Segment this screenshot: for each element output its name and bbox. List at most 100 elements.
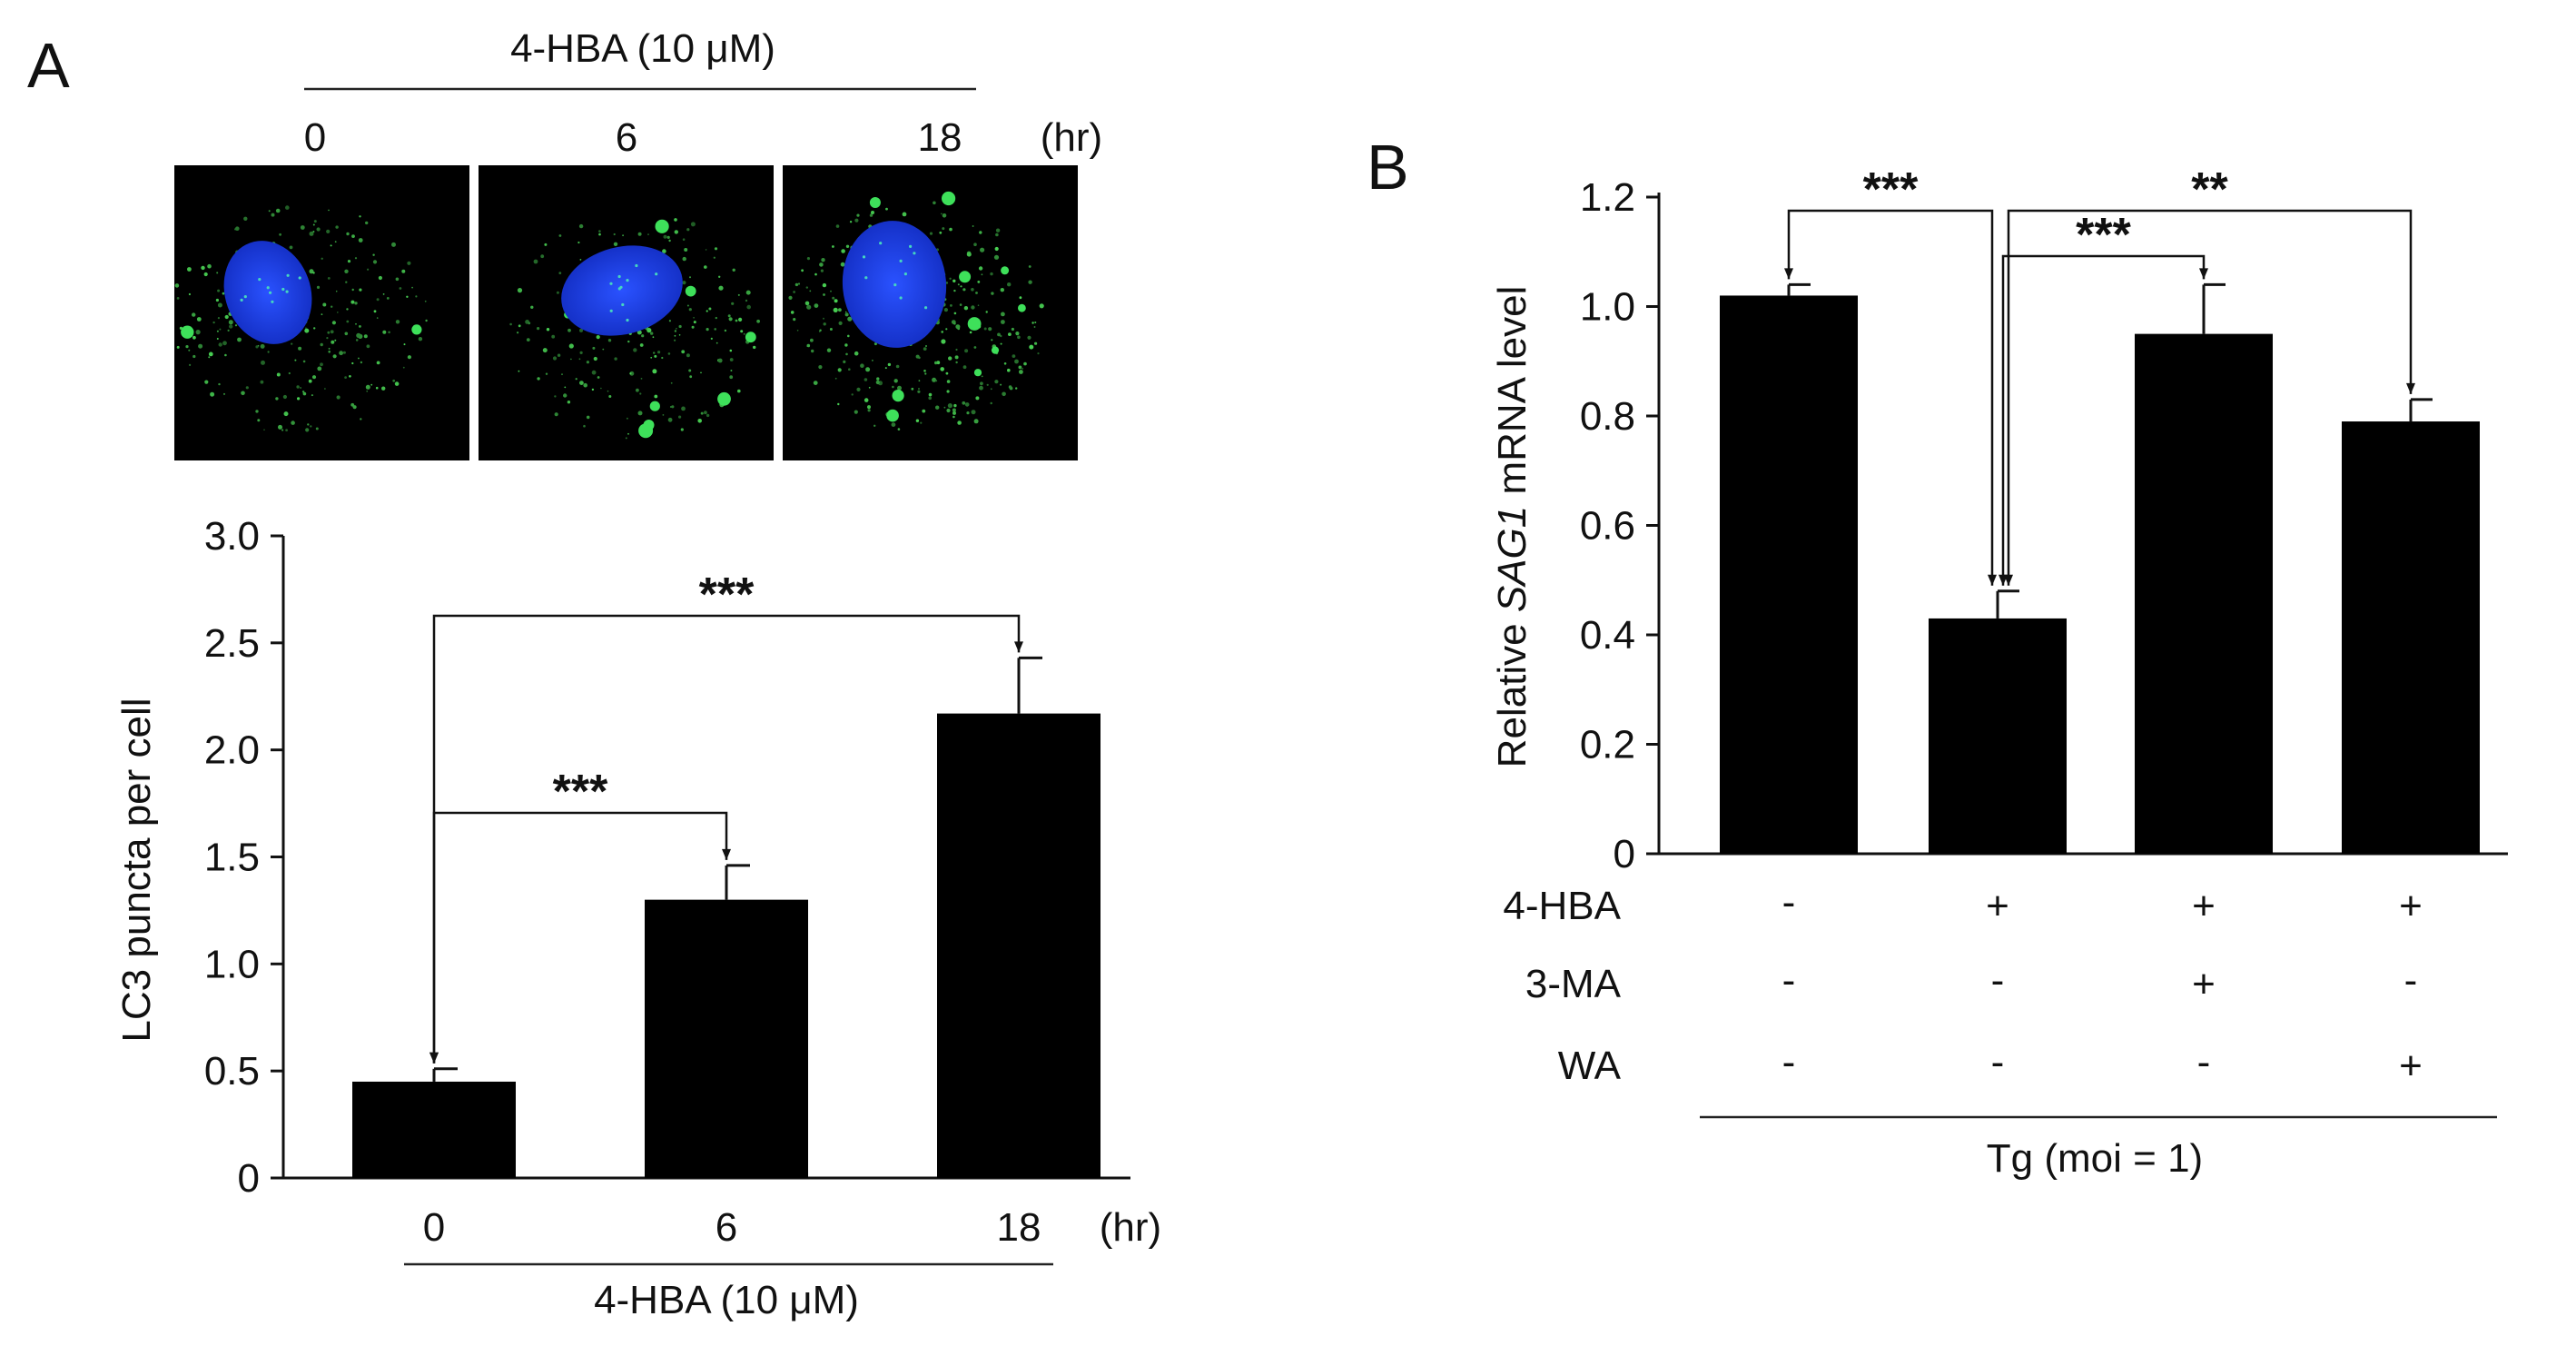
puncta-dot (979, 385, 983, 391)
puncta-dot (188, 349, 191, 351)
puncta-dot (972, 225, 974, 227)
puncta-dot (964, 349, 969, 353)
puncta-dot (327, 277, 331, 280)
puncta-dot (637, 232, 642, 236)
puncta-dot (1037, 352, 1040, 355)
condition-cell: + (2399, 1044, 2423, 1088)
puncta-dot (934, 361, 938, 365)
puncta-dot (737, 389, 741, 393)
puncta-dot (1034, 341, 1038, 345)
puncta-dot (1027, 335, 1031, 340)
y-ticks: 0 0.5 1.0 1.5 2.0 2.5 3.0 (204, 514, 283, 1201)
chart-b-y-label-prefix: Relative (1490, 612, 1535, 767)
puncta-dot (307, 423, 310, 426)
puncta-dot (518, 370, 520, 372)
puncta-dot (946, 380, 951, 383)
puncta-dot (216, 330, 219, 332)
puncta-dot (285, 429, 288, 431)
puncta-dot (1033, 326, 1036, 328)
puncta-dot (622, 234, 624, 237)
puncta-dot (201, 265, 205, 271)
puncta-large-dot (886, 409, 899, 422)
puncta-dot (568, 328, 571, 332)
puncta-dot (1003, 362, 1007, 365)
puncta-dot (962, 365, 967, 370)
puncta-dot (376, 361, 380, 365)
puncta-dot (1001, 320, 1005, 324)
puncta-dot (579, 328, 583, 332)
chart-a: 0 0.5 1.0 1.5 2.0 2.5 3.0 *** *** 0 6 18 LC3 punc… (114, 514, 1161, 1322)
puncta-dot (953, 312, 957, 315)
puncta-dot (971, 305, 975, 310)
puncta-large-dot (1001, 266, 1010, 275)
puncta-dot (706, 310, 708, 312)
puncta-dot (844, 311, 847, 313)
panel-a-letter: A (27, 30, 70, 101)
bracket-arrow (2004, 574, 2013, 586)
puncta-dot (897, 385, 902, 391)
puncta-dot (629, 371, 635, 376)
puncta-dot (326, 337, 329, 340)
puncta-dot (267, 351, 270, 353)
nucleus-speckle (864, 276, 868, 280)
puncta-dot (344, 376, 347, 379)
puncta-dot (359, 215, 361, 218)
y-tick-label: 1.0 (204, 942, 260, 986)
puncta-dot (198, 343, 203, 349)
puncta-dot (229, 324, 233, 329)
puncta-dot (962, 288, 966, 292)
puncta-dot (1019, 370, 1023, 374)
puncta-dot (690, 222, 696, 227)
nucleus-speckle (862, 255, 866, 259)
puncta-dot (401, 269, 406, 273)
puncta-dot (608, 395, 612, 398)
puncta-dot (425, 319, 428, 322)
condition-cell: - (1782, 1040, 1796, 1084)
puncta-dot (718, 275, 721, 278)
puncta-dot (920, 421, 923, 424)
puncta-dot (305, 327, 307, 330)
puncta-large-dot (411, 324, 422, 335)
puncta-dot (756, 319, 760, 323)
puncta-dot (753, 345, 756, 350)
condition-table: 4-HBA - + + +3-MA - - + - WA - - - + (1503, 880, 2422, 1088)
puncta-dot (983, 327, 987, 331)
puncta-dot (533, 259, 538, 264)
puncta-dot (394, 381, 400, 386)
puncta-dot (923, 347, 927, 351)
puncta-dot (359, 288, 362, 292)
y-tick-label: 1.5 (204, 836, 260, 880)
puncta-dot (941, 331, 943, 333)
significance-label-0: *** (553, 766, 608, 818)
puncta-dot (376, 317, 379, 319)
nucleus-speckle (281, 287, 285, 292)
puncta-dot (530, 305, 534, 309)
puncta-dot (257, 344, 260, 347)
puncta-dot (682, 238, 686, 242)
puncta-dot (358, 357, 360, 360)
significance-label-1: *** (2076, 209, 2131, 262)
puncta-dot (745, 299, 748, 302)
nucleus-6hr (561, 245, 683, 336)
puncta-dot (668, 320, 672, 322)
puncta-dot (289, 245, 293, 250)
puncta-dot (324, 388, 326, 390)
puncta-dot (867, 405, 871, 410)
puncta-dot (746, 304, 751, 310)
puncta-dot (686, 228, 690, 232)
puncta-dot (328, 351, 331, 353)
puncta-dot (997, 332, 1001, 337)
puncta-dot (837, 368, 842, 372)
puncta-large-dot (649, 401, 660, 411)
puncta-dot (867, 409, 871, 412)
puncta-dot (546, 328, 550, 332)
puncta-dot (187, 267, 192, 272)
y-tick-label: 1.0 (1580, 285, 1635, 330)
puncta-dot (268, 210, 271, 213)
puncta-dot (935, 405, 940, 410)
puncta-dot (834, 377, 837, 380)
puncta-dot (577, 241, 580, 244)
puncta-dot (738, 317, 743, 322)
puncta-dot (854, 351, 859, 356)
puncta-dot (563, 393, 568, 398)
